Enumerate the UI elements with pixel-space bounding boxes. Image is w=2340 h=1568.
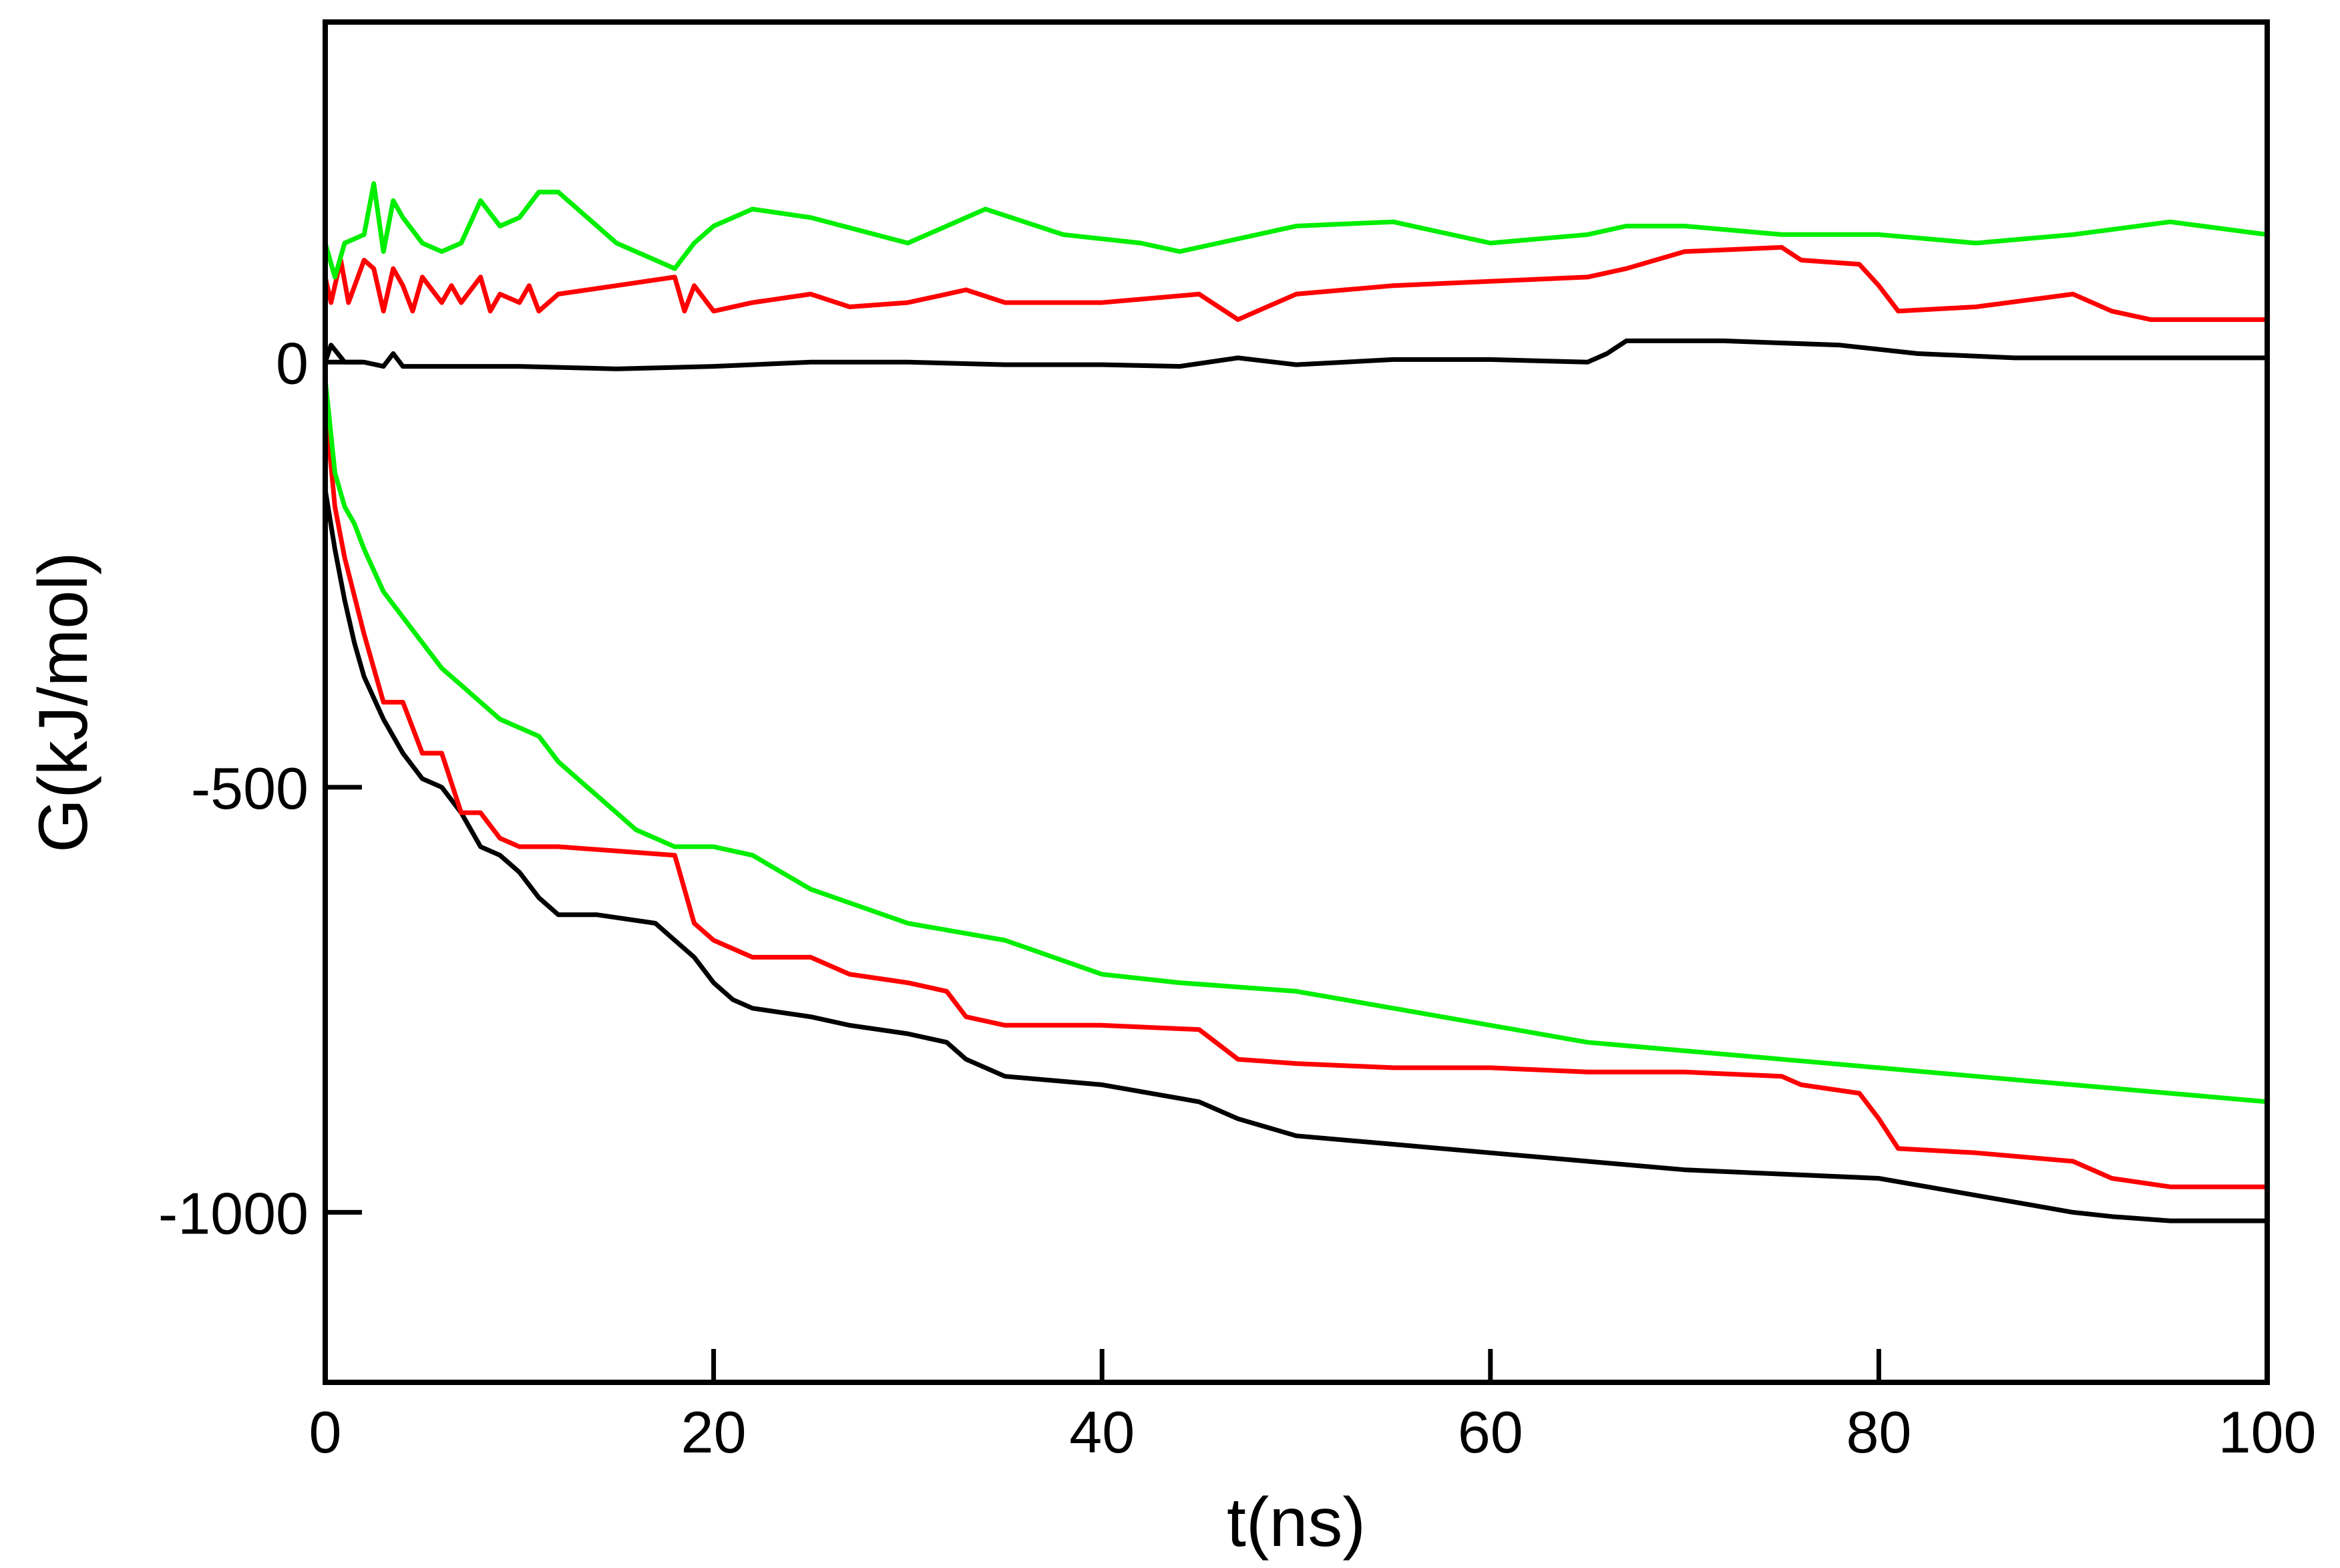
series-line-6 (323, 379, 2268, 1105)
x-tick-label: 0 (309, 1399, 342, 1465)
series-line-3 (323, 181, 2268, 280)
x-axis-label: t(ns) (1227, 1484, 1366, 1561)
x-tick-label: 100 (2218, 1399, 2317, 1465)
ticks-layer (323, 359, 2270, 1382)
y-tick-label: -1000 (158, 1180, 309, 1246)
x-tick-label: 80 (1846, 1399, 1911, 1465)
series-line-2 (323, 244, 2267, 323)
series-layer (323, 181, 2268, 1223)
x-tick-label: 60 (1458, 1399, 1523, 1465)
series-line-1 (323, 338, 2267, 371)
plot-frame (323, 19, 2270, 1385)
y-axis-label: G(kJ/mol) (25, 552, 102, 853)
series-line-5 (323, 404, 2267, 1189)
y-tick-label: 0 (276, 330, 309, 396)
x-tick-label: 20 (681, 1399, 747, 1465)
series-line-4 (323, 489, 2267, 1223)
x-tick-label: 40 (1069, 1399, 1135, 1465)
y-tick-label: -500 (191, 755, 309, 821)
labels-layer: 0 20 40 60 80 100 0 -500 -1000 (158, 330, 2316, 1465)
